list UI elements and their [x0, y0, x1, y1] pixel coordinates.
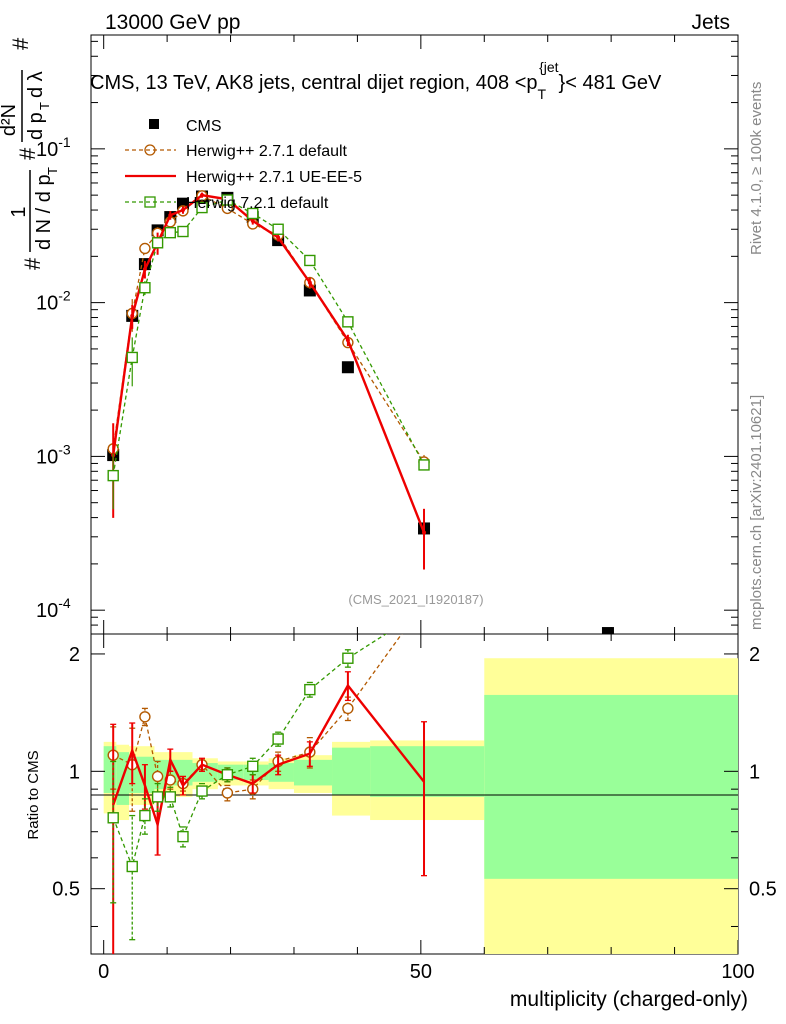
axis-ticks: 0 50 100 10-1 10-2 10-3 10-4 0.5 0.5 1 1 2 2 — [36, 35, 777, 983]
y-tick-label-1: 10-2 — [36, 288, 71, 315]
y-axis-label: # 1 d N / d p T # d²N d p T d λ # — [0, 37, 60, 270]
svg-text:1: 1 — [8, 206, 30, 217]
herwig7-point-1 — [126, 351, 138, 364]
herwig-default-ratio-point-11 — [342, 702, 354, 715]
herwig7-point-0 — [107, 469, 119, 482]
legend-label-herwig7: Herwig 7.2.1 default — [186, 195, 329, 212]
svg-text:#: # — [20, 257, 45, 270]
herwig-default-ratio-point-7 — [221, 787, 234, 799]
ratio-tick-label-left-0: 0.5 — [52, 879, 80, 901]
herwig7-ratio-point-4 — [164, 791, 176, 803]
herwig-ue-point-5 — [180, 208, 185, 213]
herwig7-ratio-point-11 — [342, 652, 354, 664]
herwig7-ratio-point-2 — [139, 809, 151, 822]
band-inner-10 — [332, 747, 371, 795]
cms-point-11 — [341, 361, 354, 374]
legend-marker-cms — [149, 119, 159, 129]
main-series — [107, 190, 614, 634]
herwig7-ratio-point-6 — [196, 785, 208, 797]
herwig7-ratio-point-7 — [221, 769, 234, 781]
band-inner-9 — [293, 759, 333, 786]
y-tick-label-2: 10-3 — [36, 441, 71, 468]
herwig7-ratio-point-8 — [247, 760, 259, 773]
herwig7-point-2 — [139, 282, 151, 294]
herwig7-point-4 — [164, 226, 176, 239]
herwig7-point-8 — [247, 207, 259, 220]
herwig-ue-point-12 — [422, 530, 427, 535]
herwig7-point-11 — [342, 316, 354, 328]
herwig-default-ratio-point-2 — [139, 711, 151, 723]
herwig7-point-7 — [221, 194, 234, 206]
herwig-ue-point-4 — [168, 213, 173, 218]
beam-label: 13000 GeV pp — [105, 11, 240, 34]
chart-title: CMS, 13 TeV, AK8 jets, central dijet reg… — [90, 59, 662, 102]
analysis-id: (CMS_2021_I1920187) — [348, 592, 483, 607]
herwig-ue-point-2 — [142, 267, 147, 272]
x-tick-label-50: 50 — [410, 961, 432, 983]
herwig-default-point-2 — [139, 242, 151, 255]
legend: CMS Herwig++ 2.7.1 default Herwig++ 2.7.… — [125, 118, 362, 212]
herwig7-ratio-point-3 — [151, 791, 164, 803]
herwig-ue-point-9 — [276, 235, 281, 240]
svg-text:d²N: d²N — [0, 104, 20, 136]
ratio-tick-label-right-1: 1 — [749, 761, 760, 783]
herwig7-point-3 — [151, 237, 164, 249]
ratio-tick-label-left-2: 2 — [69, 644, 80, 666]
ratio-tick-label-right-2: 2 — [749, 644, 760, 666]
band-inner-11 — [370, 746, 485, 797]
herwig7-ratio-point-10 — [304, 683, 316, 696]
herwig7-point-10 — [304, 254, 316, 267]
herwig-ue-point-11 — [345, 338, 350, 343]
herwig-ue-point-1 — [130, 313, 135, 318]
herwig7-ratio-point-1 — [126, 860, 138, 873]
svg-text:d p: d p — [25, 112, 47, 140]
rivet-note: Rivet 4.1.0, ≥ 100k events — [748, 82, 765, 255]
svg-text:T: T — [45, 167, 60, 175]
herwig-default-ratio-point-3 — [151, 770, 164, 783]
y-tick-label-0: 10-1 — [36, 134, 71, 161]
x-tick-label-0: 0 — [98, 961, 109, 983]
herwig-ue-point-8 — [250, 218, 255, 223]
svg-text:d N / d p: d N / d p — [33, 174, 55, 250]
x-tick-label-100: 100 — [721, 961, 754, 983]
svg-text:#: # — [8, 37, 33, 50]
herwig7-point-12 — [418, 459, 430, 471]
ratio-tick-label-right-0: 0.5 — [749, 879, 777, 901]
svg-text:d λ: d λ — [25, 71, 47, 98]
legend-label-herwig-ue: Herwig++ 2.7.1 UE-EE-5 — [186, 169, 362, 186]
uncertainty-bands — [103, 658, 738, 954]
legend-marker-herwig-default — [144, 144, 156, 156]
herwig-ue-point-6 — [200, 193, 205, 198]
cms-point-13 — [601, 627, 614, 634]
herwig7-ratio-point-9 — [272, 733, 284, 745]
x-axis-label: multiplicity (charged-only) — [510, 988, 748, 1011]
legend-label-cms: CMS — [186, 118, 222, 135]
herwig7-point-5 — [177, 225, 189, 238]
y-tick-label-3: 10-4 — [36, 595, 71, 622]
herwig7-ratio-point-0 — [107, 812, 119, 824]
svg-text:T: T — [37, 102, 52, 110]
herwig7-point-9 — [272, 223, 284, 235]
herwig-ue-point-10 — [307, 280, 312, 285]
band-inner-12 — [484, 694, 738, 879]
site-note: mcplots.cern.ch [arXiv:2401.10621] — [748, 395, 765, 630]
ratio-series — [107, 634, 428, 954]
herwig7-point-6 — [196, 201, 208, 214]
svg-text:#: # — [15, 147, 40, 160]
series-line-ratio-3 — [112, 634, 387, 869]
herwig7-ratio-point-5 — [177, 830, 189, 843]
legend-marker-herwig7 — [144, 196, 156, 208]
legend-label-herwig-default: Herwig++ 2.7.1 default — [186, 143, 348, 160]
category-label: Jets — [691, 11, 730, 34]
ratio-tick-label-left-1: 1 — [69, 761, 80, 783]
ratio-ylabel: Ratio to CMS — [25, 750, 42, 839]
